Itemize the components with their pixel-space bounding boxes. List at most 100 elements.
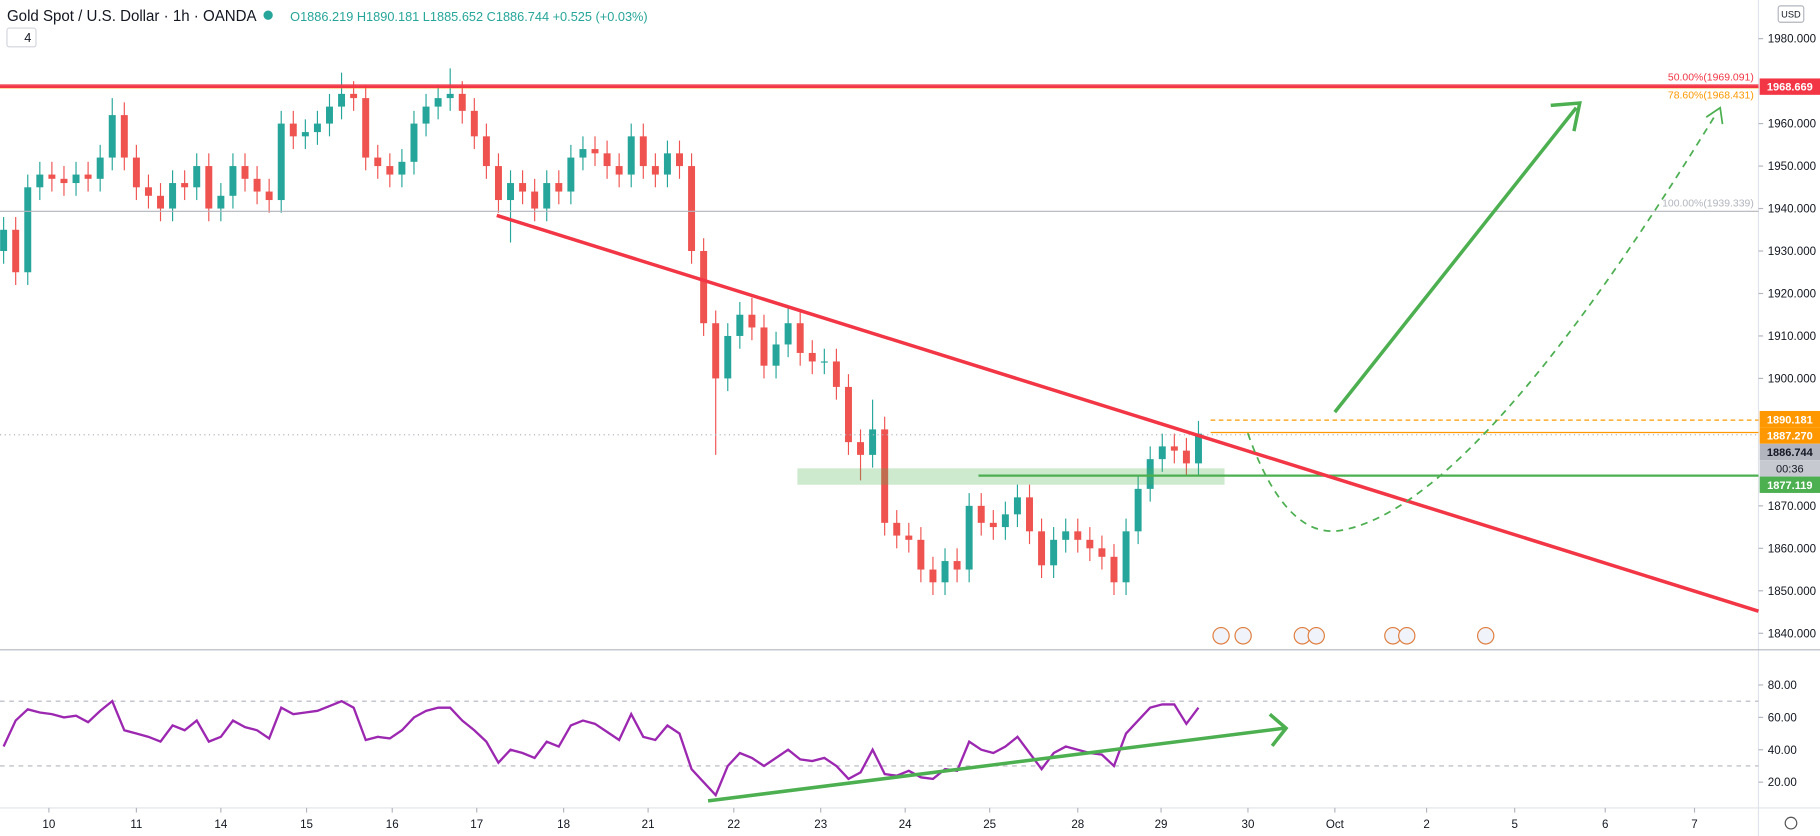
y-tick-label: 1840.000: [1768, 627, 1817, 640]
event-icon: [1477, 627, 1495, 645]
candle-body: [157, 195, 165, 209]
candle-body: [639, 136, 647, 167]
candle-body: [748, 314, 756, 328]
candle-body: [96, 157, 104, 179]
rsi-tick-label: 40.00: [1768, 744, 1798, 757]
y-tick-label: 1920.000: [1768, 288, 1817, 301]
ohlc: O1886.219 H1890.181 L1885.652 C1886.744 …: [290, 9, 647, 24]
candle-body: [338, 93, 346, 107]
candle-body: [434, 98, 442, 107]
price-label-box: [1759, 78, 1820, 95]
price-label: 1886.744: [1767, 447, 1814, 459]
arrow-head: [1550, 101, 1582, 132]
candle-body: [917, 539, 925, 570]
y-tick-label: 1850.000: [1768, 585, 1817, 598]
candle-body: [712, 323, 720, 379]
currency-box[interactable]: [1777, 5, 1805, 23]
event-icon: [1212, 627, 1230, 645]
candle-body: [579, 149, 587, 158]
candle-body: [676, 153, 683, 167]
y-tick-label: 1860.000: [1768, 542, 1817, 555]
candle-body: [543, 183, 551, 209]
arrow: [1333, 106, 1578, 414]
candle-body: [72, 174, 80, 184]
candle-body: [977, 505, 985, 523]
candle-body: [1062, 531, 1070, 540]
candle-body: [120, 115, 128, 158]
candle-body: [929, 569, 937, 583]
candle-body: [350, 93, 358, 99]
candle-body: [1098, 548, 1106, 557]
candle-body: [265, 191, 273, 201]
fib-label: 78.60%(1968.431): [1668, 90, 1754, 101]
candle-body: [844, 386, 852, 443]
y-tick-label: 1960.000: [1768, 118, 1817, 131]
candle-body: [470, 110, 478, 137]
symbol-title[interactable]: Gold Spot / U.S. Dollar · 1h · OANDA: [7, 8, 258, 25]
candle-body: [820, 361, 828, 363]
candle-body: [108, 115, 116, 158]
candle-body: [1050, 539, 1058, 566]
candle-body: [132, 157, 140, 188]
candle-body: [760, 327, 768, 366]
candle-body: [663, 153, 671, 175]
candle-body: [1122, 531, 1130, 583]
arrow-head: [1268, 712, 1289, 747]
candle-body: [1110, 556, 1118, 583]
candle-body: [519, 183, 527, 192]
x-tick-label: 30: [1242, 818, 1255, 831]
badge[interactable]: [6, 27, 37, 48]
price-label: 1968.669: [1767, 82, 1813, 94]
candle-body: [386, 166, 394, 175]
candle-body: [60, 178, 68, 184]
candle-body: [277, 123, 285, 201]
y-tick-label: 1910.000: [1768, 330, 1817, 343]
badge-text: 4: [24, 30, 31, 45]
candle-body: [241, 166, 249, 179]
rsi-tick-label: 60.00: [1768, 711, 1798, 724]
x-tick-label: 5: [1511, 818, 1517, 831]
candle-body: [193, 166, 201, 188]
candle-body: [24, 187, 32, 273]
candle-body: [555, 183, 563, 192]
price-label: 1887.270: [1767, 431, 1813, 443]
x-tick-label: 2: [1423, 818, 1429, 831]
x-tick-label: 24: [899, 818, 912, 831]
price-label-box: [1759, 427, 1820, 444]
candle-body: [736, 314, 744, 336]
rsi-line: [2, 699, 1200, 798]
event-icon: [1398, 627, 1416, 645]
x-tick-label: 18: [557, 818, 570, 831]
candle-body: [253, 178, 261, 192]
support-zone: [797, 468, 1225, 485]
candle-body: [482, 136, 490, 167]
countdown-box: [1759, 460, 1820, 477]
candle-body: [784, 323, 792, 345]
x-tick-label: 10: [42, 818, 55, 831]
countdown: 00:36: [1776, 463, 1804, 475]
candle-body: [700, 251, 708, 324]
candle-body: [326, 106, 333, 124]
candle-body: [857, 442, 865, 455]
candle-body: [494, 166, 502, 201]
candle-body: [398, 161, 406, 175]
price-label-box: [1759, 443, 1820, 461]
y-tick-label: 1900.000: [1768, 372, 1817, 385]
candle-body: [374, 157, 382, 167]
candle-body: [953, 561, 961, 570]
x-tick-label: 28: [1071, 818, 1084, 831]
candle-body: [289, 123, 297, 137]
candle-body: [832, 361, 840, 387]
candle-body: [1086, 539, 1094, 549]
x-tick-label: Oct: [1326, 818, 1345, 831]
x-tick-label: 29: [1155, 818, 1168, 831]
candle-body: [989, 522, 997, 528]
candle-body: [615, 166, 623, 175]
candle-body: [1146, 459, 1154, 489]
candle-body: [1026, 497, 1033, 532]
rsi-divergence-line: [707, 726, 1284, 803]
candle-body: [893, 522, 901, 536]
settings-icon[interactable]: [1784, 816, 1798, 830]
candle-body: [181, 183, 189, 188]
